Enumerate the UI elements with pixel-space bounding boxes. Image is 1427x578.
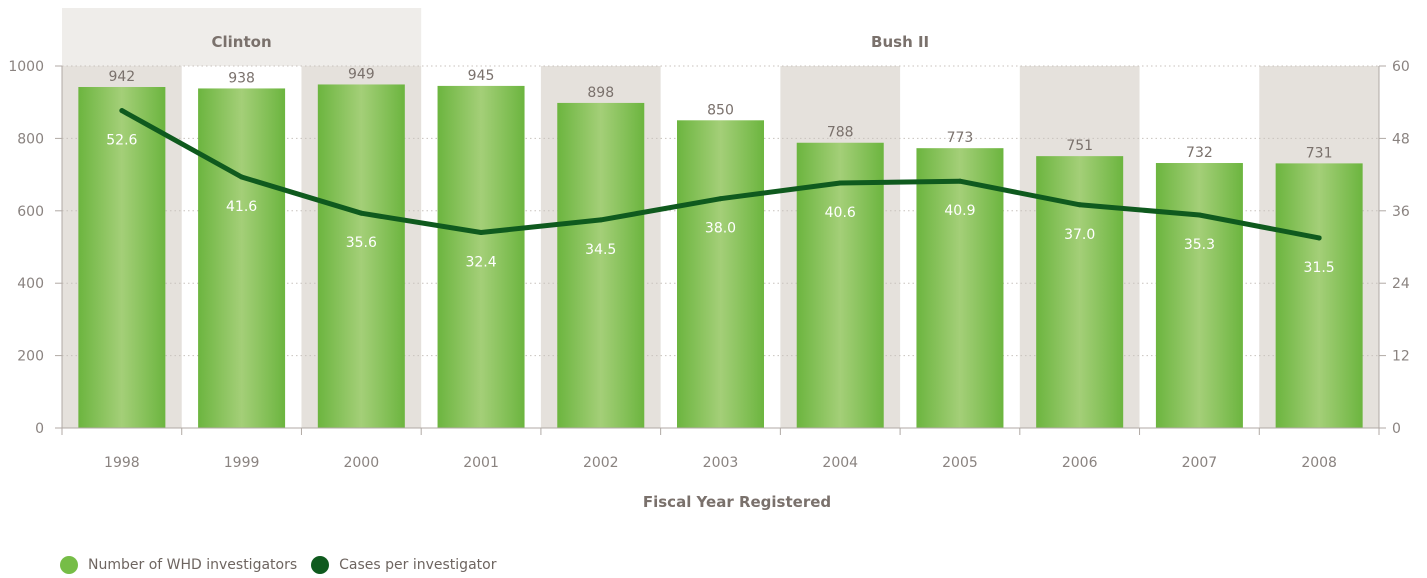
line-point xyxy=(1196,212,1202,218)
legend-item-cases: Cases per investigator xyxy=(311,556,496,574)
bar xyxy=(1155,163,1243,429)
bar xyxy=(78,86,166,428)
x-tick-label: 2002 xyxy=(583,455,619,471)
x-tick-label: 2006 xyxy=(1062,455,1098,471)
y-right-tick-label: 48 xyxy=(1392,131,1410,147)
x-axis-title: Fiscal Year Registered xyxy=(643,493,831,511)
x-tick-label: 1999 xyxy=(224,455,260,471)
legend: Number of WHD investigators Cases per in… xyxy=(60,554,510,576)
bar-value-label: 938 xyxy=(228,70,255,86)
line-point xyxy=(598,217,604,223)
legend-swatch-cases xyxy=(311,556,330,574)
x-tick-label: 2007 xyxy=(1182,455,1218,471)
chart: Clinton Bush II 942 938 949 945 898 850 788 773 75… xyxy=(8,8,1410,511)
y-left-tick-label: 200 xyxy=(17,349,44,365)
legend-swatch-investigators xyxy=(60,556,78,574)
bar-value-label: 945 xyxy=(468,68,495,84)
era-label: Bush II xyxy=(871,33,929,51)
x-tick-label: 2008 xyxy=(1301,455,1337,471)
y-left-tick-label: 800 xyxy=(17,131,44,147)
line-point xyxy=(837,180,843,186)
line-value-label: 37.0 xyxy=(1064,227,1095,243)
y-right-tick-label: 0 xyxy=(1392,421,1401,437)
line-value-label: 40.9 xyxy=(944,203,975,219)
bar-value-label: 731 xyxy=(1306,145,1333,161)
x-tick-label: 2000 xyxy=(343,455,379,471)
line-point xyxy=(239,174,245,180)
bar-value-label: 942 xyxy=(108,69,135,85)
bar xyxy=(317,84,405,428)
line-point xyxy=(1316,235,1322,241)
line-value-label: 34.5 xyxy=(585,242,616,258)
line-point xyxy=(358,210,364,216)
line-value-label: 35.3 xyxy=(1184,237,1215,253)
y-left-tick-label: 1000 xyxy=(8,59,44,75)
legend-label-investigators: Number of WHD investigators xyxy=(88,557,298,573)
bar xyxy=(1275,163,1363,429)
era-header-band xyxy=(62,8,422,66)
x-tick-label: 2004 xyxy=(822,455,858,471)
bar-value-label: 773 xyxy=(947,130,974,146)
y-right-tick-label: 36 xyxy=(1392,204,1410,220)
line-point xyxy=(957,178,963,184)
line-point xyxy=(119,108,125,114)
line-point xyxy=(478,230,484,236)
x-tick-label: 2001 xyxy=(463,455,499,471)
line-value-label: 41.6 xyxy=(226,199,257,215)
bar-value-label: 751 xyxy=(1066,138,1093,154)
line-value-label: 32.4 xyxy=(465,255,496,271)
bar-value-label: 788 xyxy=(827,125,854,141)
y-left-tick-label: 0 xyxy=(35,421,44,437)
bar xyxy=(796,142,884,428)
bar xyxy=(916,148,1004,428)
bar xyxy=(677,120,764,429)
line-value-label: 35.6 xyxy=(346,235,377,251)
line-series xyxy=(119,108,1322,241)
line-point xyxy=(1077,202,1083,208)
x-tick-label: 1998 xyxy=(104,455,140,471)
era-label: Clinton xyxy=(212,33,272,51)
line-value-label: 38.0 xyxy=(705,221,736,237)
line-value-label: 40.6 xyxy=(825,205,856,221)
line-point xyxy=(718,196,723,202)
x-tick-label: 2005 xyxy=(942,455,978,471)
bar-value-label: 949 xyxy=(348,66,375,82)
y-right-tick-label: 24 xyxy=(1392,276,1410,292)
y-right-tick-label: 60 xyxy=(1392,59,1410,75)
line-value-label: 52.6 xyxy=(106,133,137,149)
legend-label-cases: Cases per investigator xyxy=(339,557,497,573)
line-value-label: 31.5 xyxy=(1304,260,1335,276)
x-tick-label: 2003 xyxy=(703,455,739,471)
bar xyxy=(437,85,525,428)
axes: 0 200 400 600 800 1000 0 12 24 36 48 60 1998 1999 2000… xyxy=(8,59,1410,471)
legend-item-investigators: Number of WHD investigators xyxy=(60,556,297,574)
bar xyxy=(198,88,286,428)
y-right-tick-label: 12 xyxy=(1392,349,1410,365)
bar-value-label: 732 xyxy=(1186,145,1213,161)
y-left-tick-label: 400 xyxy=(17,276,44,292)
bar xyxy=(557,102,645,428)
bar-value-label: 898 xyxy=(587,85,614,101)
data-labels: Clinton Bush II 942 938 949 945 898 850 788 773 75… xyxy=(106,33,1334,276)
y-left-tick-label: 600 xyxy=(17,204,44,220)
bars xyxy=(78,84,1363,429)
bar-value-label: 850 xyxy=(707,102,734,118)
